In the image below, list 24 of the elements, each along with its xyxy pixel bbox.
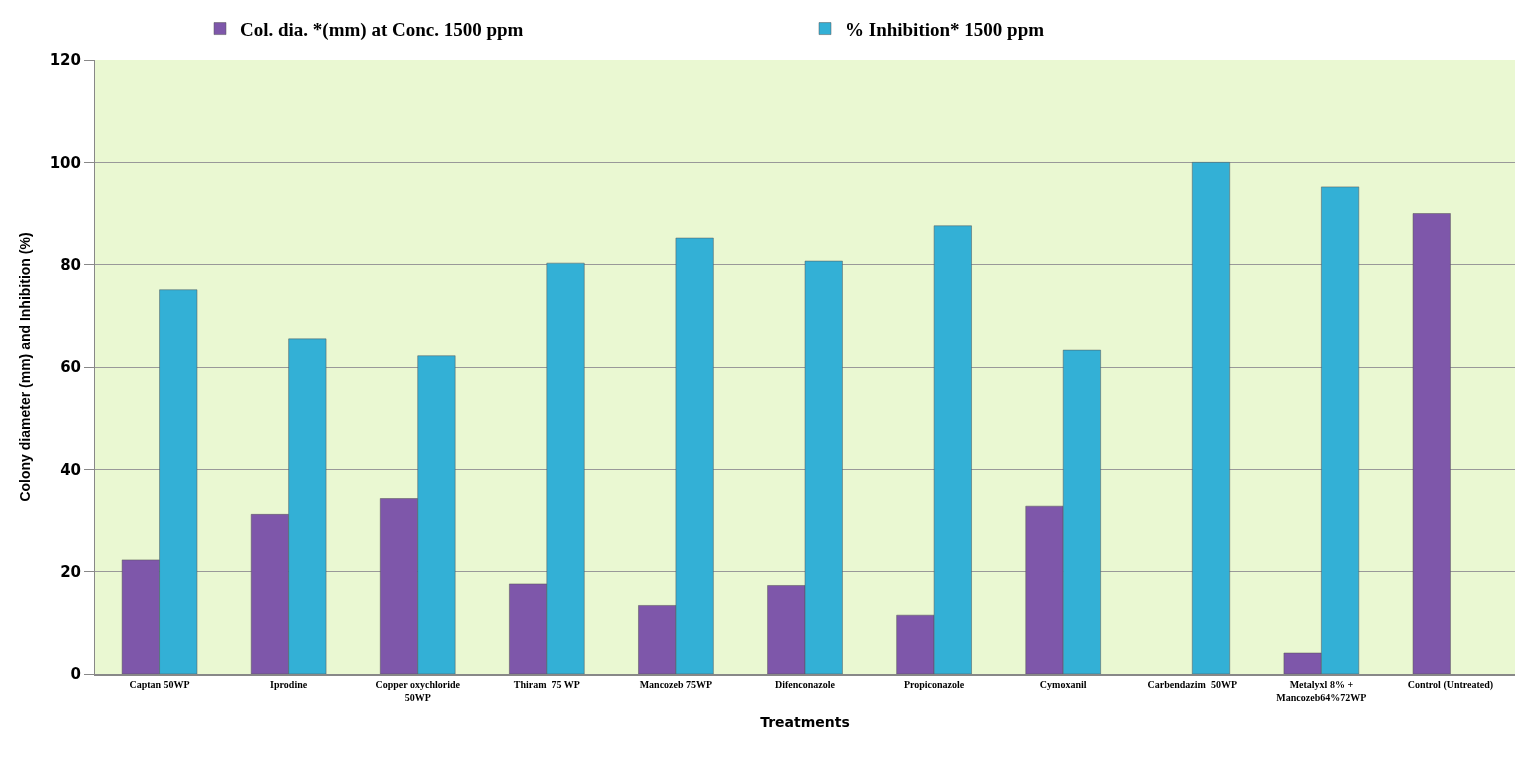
x-tick-label: Iprodine: [270, 679, 308, 690]
legend-label: % Inhibition* 1500 ppm: [845, 18, 1045, 40]
x-tick-label: Control (Untreated): [1407, 679, 1494, 691]
y-tick-label: 80: [60, 255, 81, 274]
x-tick-label: Propiconazole: [903, 679, 965, 690]
y-tick-label: 20: [60, 562, 81, 581]
x-tick-label: Carbendazim 50WP: [1147, 679, 1237, 690]
x-tick-label: Thiram 75 WP: [513, 679, 580, 690]
y-tick-label: 0: [70, 665, 81, 684]
x-tick-label: Difenconazole: [775, 679, 836, 690]
bar: [1192, 162, 1230, 674]
x-tick-label: Captan 50WP: [129, 679, 190, 690]
x-tick-label: Mancozeb 75WP: [639, 679, 713, 690]
y-axis-title: Colony diameter (mm) and Inhibition (%): [17, 232, 34, 502]
x-axis-title: Treatments: [760, 713, 850, 730]
y-tick-label: 100: [49, 153, 81, 172]
legend-label: Col. dia. *(mm) at Conc. 1500 ppm: [240, 18, 524, 41]
x-tick-label: Metalyxl 8% + Mancozeb64%72WP: [1276, 679, 1367, 703]
bar: [1412, 213, 1451, 674]
x-tick-label: Cymoxanil: [1039, 679, 1087, 690]
y-tick-label: 60: [60, 358, 81, 377]
y-tick-label: 120: [49, 51, 81, 70]
x-tick-label: Copper oxychloride 50WP: [375, 679, 461, 703]
y-tick-label: 40: [60, 460, 81, 479]
